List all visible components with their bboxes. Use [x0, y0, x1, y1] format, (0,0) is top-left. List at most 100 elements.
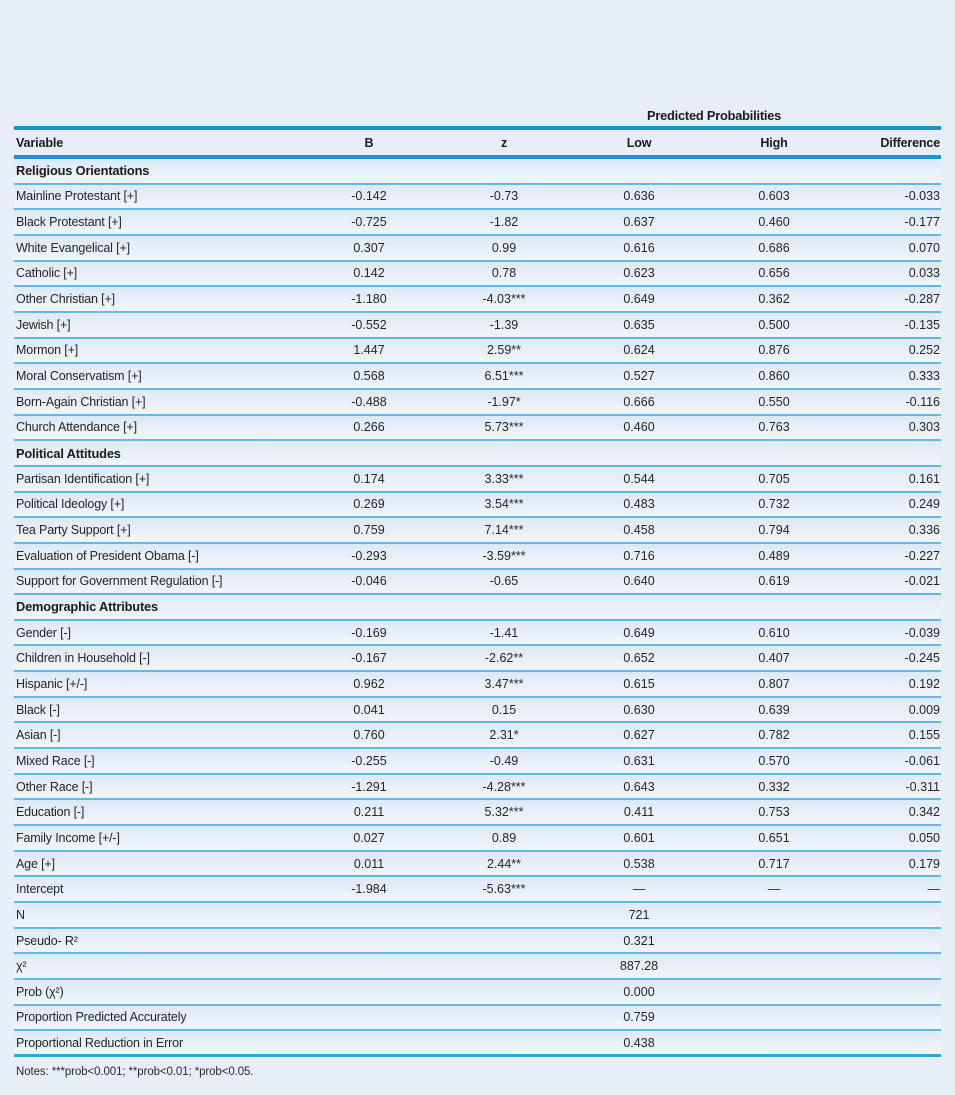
- table-row: Church Attendance [+] 0.266 5.73*** 0.460 0.…: [14, 415, 941, 442]
- table-row: Partisan Identification [+] 0.174 3.33*** 0…: [14, 466, 941, 493]
- cell-low: 0.527: [623, 369, 655, 384]
- stat-value: 721: [628, 907, 650, 922]
- row-label: White Evangelical [+]: [16, 240, 130, 255]
- cell-z: 0.15: [491, 702, 517, 717]
- cell-b: 0.211: [353, 805, 385, 820]
- cell-b: 0.142: [353, 266, 385, 281]
- cell-z: 7.14***: [484, 523, 524, 538]
- row-label: Children in Household [-]: [16, 651, 150, 666]
- cell-z: -5.63***: [482, 882, 526, 897]
- cell-z: -0.49: [489, 753, 519, 768]
- cell-z: 0.78: [491, 266, 517, 281]
- row-label: Partisan Identification [+]: [16, 471, 150, 486]
- table-notes: Notes: ***prob<0.001; **prob<0.01; *prob…: [16, 1066, 254, 1078]
- cell-difference: 0.336: [908, 523, 940, 538]
- cell-b: 0.269: [353, 497, 385, 512]
- row-label: Other Race [-]: [16, 779, 93, 794]
- cell-high: —: [767, 882, 781, 897]
- cell-b: 0.011: [353, 856, 385, 871]
- cell-z: 3.33***: [484, 471, 524, 486]
- row-label: Tea Party Support [+]: [16, 523, 131, 538]
- cell-difference: -0.039: [904, 625, 940, 640]
- cell-low: 0.635: [623, 317, 655, 332]
- cell-z: -4.28***: [482, 779, 526, 794]
- row-label: Hispanic [+/-]: [16, 676, 88, 691]
- row-label: Born-Again Christian [+]: [16, 394, 146, 409]
- section-header-row: Political Attitudes: [14, 441, 941, 467]
- cell-low: 0.616: [623, 240, 655, 255]
- table-row: Children in Household [-] -0.167 -2.62** 0.…: [14, 646, 941, 673]
- cell-z: -1.41: [489, 625, 519, 640]
- section-header-row: Demographic Attributes: [14, 595, 941, 621]
- row-label: Education [-]: [16, 805, 85, 820]
- cell-high: 0.489: [758, 548, 790, 563]
- cell-low: 0.483: [623, 497, 655, 512]
- section-title: Religious Orientations: [16, 163, 150, 179]
- stat-label: χ²: [16, 959, 27, 974]
- table-body: Religious Orientations Mainline Protestan…: [14, 159, 941, 1057]
- cell-high: 0.362: [758, 292, 790, 307]
- row-label: Support for Government Regulation [-]: [16, 574, 223, 589]
- cell-b: 0.760: [353, 728, 385, 743]
- cell-low: 0.649: [623, 292, 655, 307]
- row-label: Intercept: [16, 882, 64, 897]
- cell-low: 0.601: [623, 830, 655, 845]
- column-header-low: Low: [626, 135, 652, 150]
- table-row: Education [-] 0.211 5.32*** 0.411 0.753 0.342: [14, 800, 941, 827]
- stat-label: Proportional Reduction in Error: [16, 1035, 183, 1050]
- row-label: Catholic [+]: [16, 266, 78, 281]
- cell-b: -0.046: [351, 574, 387, 589]
- cell-z: 5.32***: [484, 805, 524, 820]
- cell-b: -0.255: [351, 753, 387, 768]
- cell-low: 0.544: [623, 471, 655, 486]
- cell-b: 1.447: [353, 343, 385, 358]
- section-title: Demographic Attributes: [16, 599, 158, 615]
- cell-difference: 0.009: [908, 702, 940, 717]
- stat-value: 0.438: [623, 1035, 655, 1050]
- stat-row: χ² 887.28: [14, 954, 941, 980]
- cell-difference: 0.179: [908, 856, 940, 871]
- cell-b: 0.307: [353, 240, 385, 255]
- cell-difference: -0.135: [904, 317, 940, 332]
- cell-b: -0.552: [351, 317, 387, 332]
- cell-z: 0.89: [491, 830, 517, 845]
- cell-b: 0.266: [353, 420, 385, 435]
- row-label: Black [-]: [16, 702, 60, 717]
- cell-z: -1.97*: [487, 394, 521, 409]
- stat-row: N 721: [14, 903, 941, 929]
- table-row: Gender [-] -0.169 -1.41 0.649 0.610 -0.039: [14, 620, 941, 647]
- stat-row: Pseudo- R² 0.321: [14, 928, 941, 955]
- cell-low: 0.615: [623, 676, 655, 691]
- stat-row: Prob (χ²) 0.000: [14, 980, 941, 1006]
- cell-low: 0.636: [623, 189, 655, 204]
- row-label: Mormon [+]: [16, 343, 79, 358]
- cell-difference: 0.333: [908, 369, 940, 384]
- top-rule: [14, 126, 941, 130]
- cell-high: 0.782: [758, 728, 790, 743]
- cell-z: 3.54***: [484, 497, 524, 512]
- header-bottom-rule: [14, 155, 941, 159]
- cell-b: -0.167: [351, 651, 387, 666]
- table-row: Other Race [-] -1.291 -4.28*** 0.643 0.332 -0…: [14, 774, 941, 801]
- table-row: Intercept -1.984 -5.63*** — — —: [14, 877, 941, 904]
- cell-difference: -0.245: [904, 651, 940, 666]
- stat-label: N: [16, 907, 25, 922]
- cell-low: 0.652: [623, 651, 655, 666]
- cell-b: 0.041: [353, 702, 385, 717]
- cell-b: 0.568: [353, 369, 385, 384]
- row-label: Family Income [+/-]: [16, 830, 120, 845]
- table-row: Black Protestant [+] -0.725 -1.82 0.637 0.46…: [14, 210, 941, 236]
- cell-high: 0.610: [758, 625, 790, 640]
- cell-difference: -0.033: [904, 189, 940, 204]
- row-label: Black Protestant [+]: [16, 215, 122, 230]
- row-label: Church Attendance [+]: [16, 420, 137, 435]
- cell-low: 0.630: [623, 702, 655, 717]
- cell-low: 0.627: [623, 728, 655, 743]
- cell-z: -3.59***: [482, 548, 526, 563]
- stat-row: Proportion Predicted Accurately 0.759: [14, 1005, 941, 1032]
- table-row: Age [+] 0.011 2.44** 0.538 0.717 0.179: [14, 851, 941, 878]
- section-title: Political Attitudes: [16, 445, 121, 461]
- cell-difference: 0.192: [908, 676, 940, 691]
- cell-z: 2.31*: [489, 728, 519, 743]
- cell-difference: -0.177: [904, 215, 940, 230]
